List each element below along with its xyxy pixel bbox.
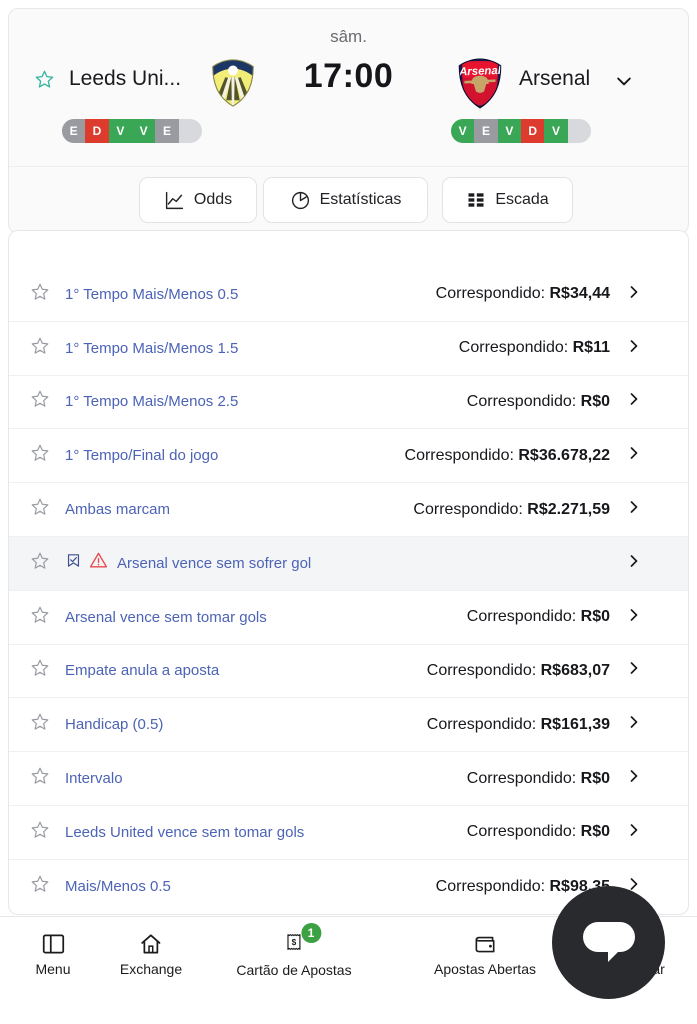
svg-text:$: $ [291, 938, 296, 947]
